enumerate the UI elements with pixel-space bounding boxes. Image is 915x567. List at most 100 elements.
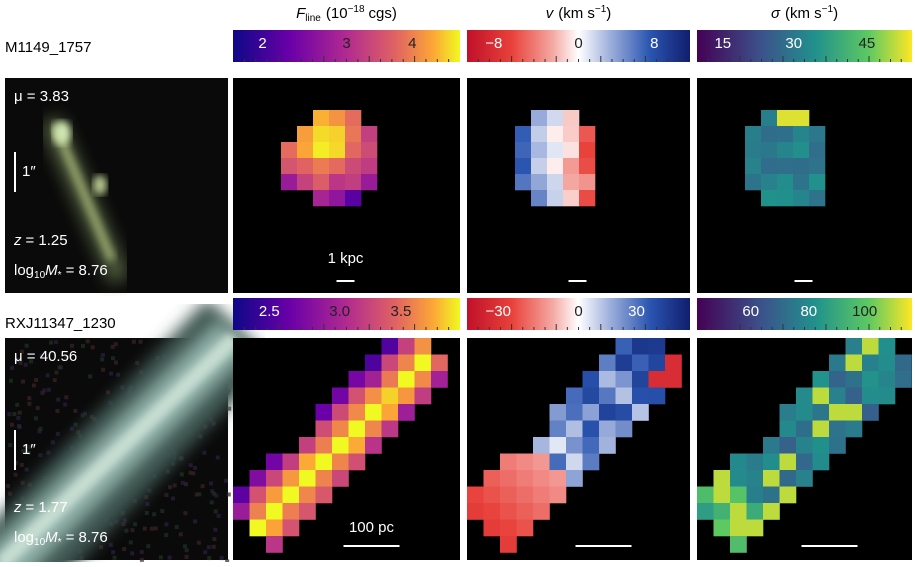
noise [37, 429, 42, 434]
map-pixel [549, 420, 567, 438]
map-pixel [516, 503, 534, 520]
map-pixel [533, 470, 550, 487]
map-pixel [467, 486, 484, 504]
map-pixel [414, 338, 432, 355]
map-pixel [547, 158, 564, 175]
galaxy-core [51, 123, 116, 262]
map-pixel [599, 354, 616, 372]
colorbar-label: 2.5 [259, 303, 280, 320]
map-pixel [549, 486, 567, 504]
map-pixel [299, 470, 316, 487]
noise [215, 455, 220, 460]
map-pixel [266, 486, 283, 504]
map-pixel [862, 338, 879, 355]
map-pixel [829, 371, 846, 388]
map-pixel [730, 453, 747, 471]
noise [223, 478, 228, 483]
magnification: μ = 40.56 [14, 348, 77, 365]
noise [17, 424, 22, 429]
noise [144, 495, 149, 500]
map-pixel [615, 354, 633, 372]
colorbar-label: 30 [628, 303, 645, 320]
noise [130, 551, 135, 556]
map-pixel [779, 470, 797, 487]
map-pixel [281, 158, 298, 175]
map-pixel [345, 158, 362, 175]
colorbar-label: 15 [714, 35, 731, 52]
map-pixel [547, 174, 564, 191]
noise [20, 349, 25, 354]
map-pixel [615, 404, 633, 421]
map-pixel [332, 453, 349, 471]
z-symbol: z [13, 232, 22, 249]
map-pixel [266, 536, 283, 553]
noise [158, 555, 163, 560]
noise [174, 525, 179, 530]
noise [46, 450, 51, 455]
map-pixel [713, 519, 731, 537]
map-pixel [796, 420, 813, 438]
noise [124, 528, 129, 533]
map-pixel [313, 158, 330, 175]
noise [24, 343, 29, 348]
noise [34, 378, 39, 383]
superscript: −18 [348, 4, 365, 15]
map-pixel [599, 387, 616, 405]
noise [131, 339, 136, 344]
noise [33, 416, 38, 421]
map-pixel [381, 387, 399, 405]
noise [147, 488, 152, 493]
noise [209, 500, 214, 505]
noise [139, 549, 144, 554]
map-pixel [809, 126, 826, 143]
map-pixel [796, 437, 813, 454]
noise [100, 357, 105, 362]
noise [138, 339, 143, 344]
map-pixel [566, 387, 583, 405]
map-pixel [777, 190, 794, 207]
map-pixel [249, 470, 267, 487]
map-pixel [579, 158, 596, 175]
colorbar-label: 8 [650, 35, 658, 52]
noise [184, 554, 189, 559]
map-pixel [282, 503, 300, 520]
map-pixel [895, 354, 912, 372]
noise [20, 480, 25, 485]
map-pixel [809, 158, 826, 175]
map-pixel [730, 503, 747, 520]
noise [211, 421, 216, 426]
noise [153, 526, 158, 531]
mass-sub: 10 [34, 537, 46, 548]
symbol: F [296, 5, 306, 22]
stellar-mass: log10M* = 8.76 [14, 262, 108, 281]
map-pixel [483, 503, 501, 520]
noise [164, 492, 169, 497]
noise [120, 385, 125, 390]
noise [6, 483, 11, 488]
map-pixel [829, 404, 846, 421]
noise [111, 550, 116, 555]
map-pixel [483, 486, 501, 504]
map-pixel [862, 387, 879, 405]
map-pixel [777, 110, 794, 127]
map-pixel [779, 420, 797, 438]
map-pixel [599, 371, 616, 388]
map-pixel [516, 486, 534, 504]
map-pixel [845, 354, 863, 372]
map-pixel [599, 437, 616, 454]
map-pixel [862, 354, 879, 372]
map-pixel [361, 158, 378, 175]
map-pixel [779, 404, 797, 421]
map-pixel [345, 126, 362, 143]
map-pixel [829, 387, 846, 405]
noise [109, 371, 114, 376]
noise [69, 343, 74, 348]
noise [100, 353, 105, 358]
map-pixel [615, 371, 633, 388]
noise [8, 443, 13, 448]
z-value: = 1.77 [26, 499, 68, 516]
map-pixel [579, 126, 596, 143]
map-pixel [746, 503, 764, 520]
map-pixel [531, 158, 548, 175]
